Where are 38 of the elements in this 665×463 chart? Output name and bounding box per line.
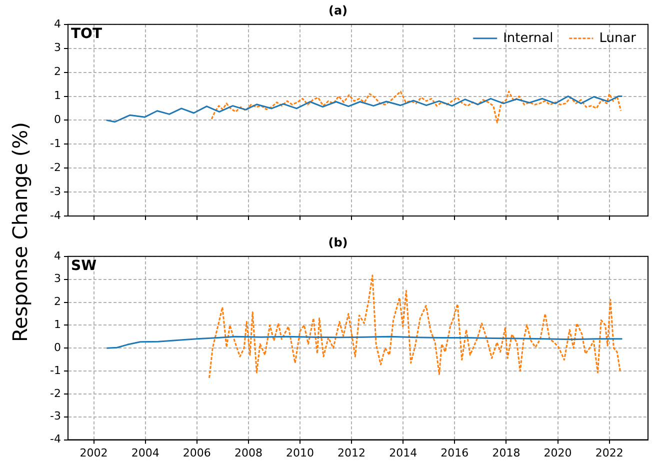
y-tick-label: 3	[54, 41, 61, 54]
x-tick-label: 2022	[595, 446, 624, 460]
y-tick-label: 3	[54, 272, 61, 286]
y-tick-label: -4	[50, 432, 61, 446]
legend-label: Internal	[503, 30, 554, 46]
y-tick-label: 4	[54, 249, 61, 262]
line-series	[208, 274, 622, 379]
x-tick-label: 2014	[389, 446, 418, 460]
y-tick-label: 2	[54, 295, 61, 308]
y-tick-label: -1	[50, 364, 61, 377]
chart-title: (b)	[328, 235, 348, 250]
annotation: SW	[71, 258, 97, 274]
x-tick-label: 2010	[286, 446, 314, 460]
x-tick-label: 2020	[544, 446, 572, 460]
x-tick-label: 2018	[492, 446, 520, 460]
x-tick-label: 2016	[440, 446, 469, 460]
x-tick-label: 2002	[80, 446, 108, 460]
annotation: TOT	[71, 26, 102, 42]
y-tick-label: -1	[50, 137, 61, 150]
y-tick-label: 1	[54, 89, 61, 102]
y-tick-label: -2	[50, 386, 61, 400]
x-tick-label: 2004	[131, 446, 160, 460]
y-tick-label: -3	[50, 184, 61, 198]
line-series	[210, 90, 622, 124]
y-axis-title: Response Change (%)	[8, 122, 32, 342]
y-tick-label: 0	[54, 113, 61, 126]
x-tick-label: 2006	[182, 446, 211, 460]
y-tick-label: 0	[54, 340, 61, 354]
chart-title: (a)	[328, 3, 348, 18]
y-tick-label: 2	[54, 65, 61, 78]
x-tick-label: 2012	[338, 446, 366, 460]
y-tick-label: 1	[54, 318, 61, 332]
y-tick-label: 4	[54, 17, 61, 30]
y-tick-label: -4	[50, 208, 61, 222]
x-tick-label: 2008	[234, 446, 262, 460]
legend-label: Lunar	[599, 30, 637, 46]
y-tick-label: -3	[50, 410, 61, 423]
y-tick-label: -2	[50, 160, 61, 174]
